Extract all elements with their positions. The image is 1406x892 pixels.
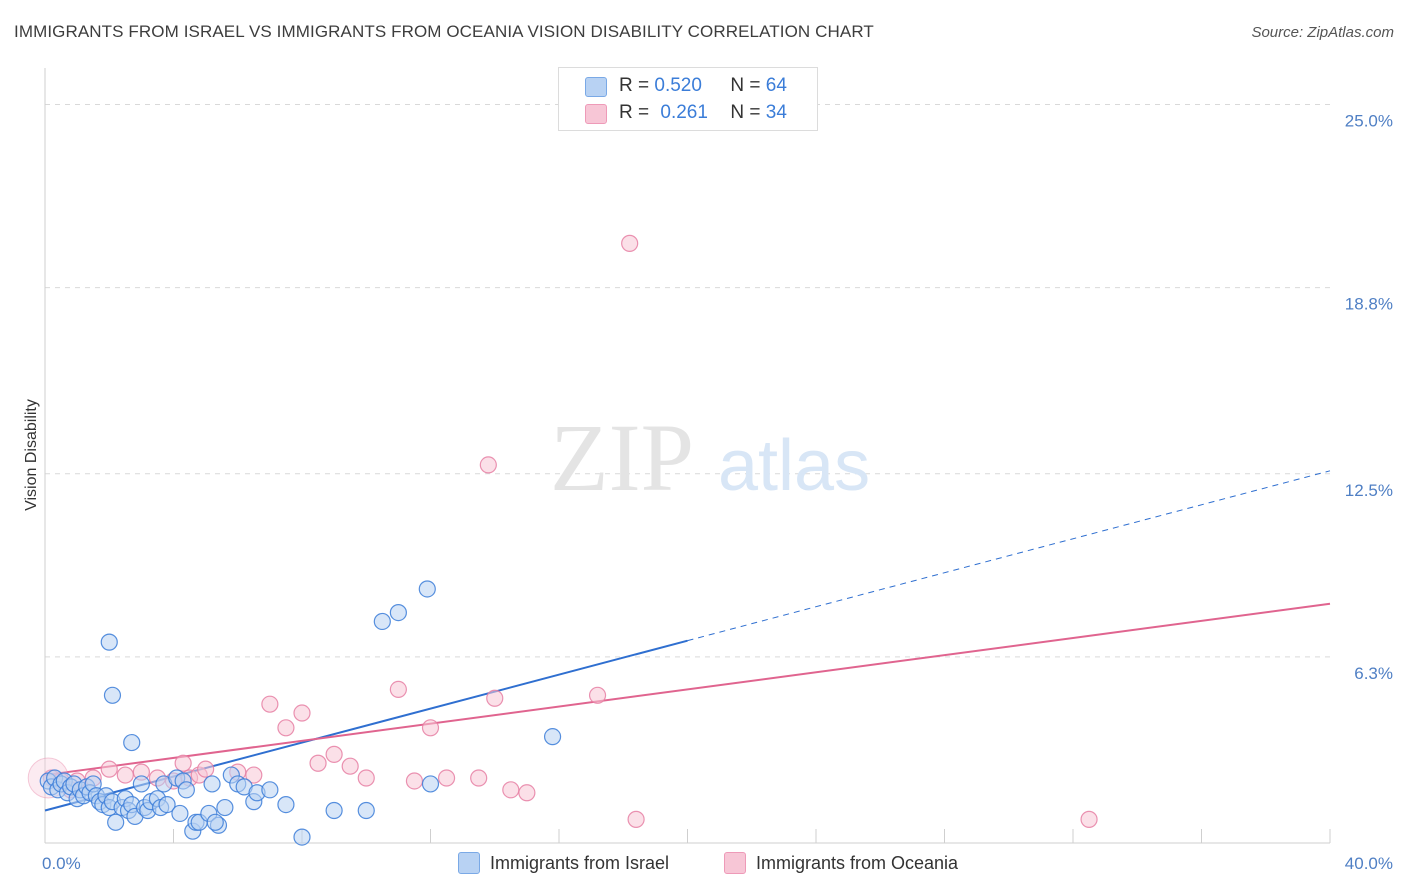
oceania-point (502, 781, 520, 799)
y-tick-label: 6.3% (1354, 664, 1393, 683)
israel-point (421, 775, 440, 793)
trend-line-oceania (44, 602, 1331, 777)
israel-legend-swatch (458, 852, 480, 874)
oceania-point (437, 769, 456, 787)
israel-point (171, 804, 189, 823)
israel-point (216, 798, 234, 817)
israel-point (177, 781, 195, 799)
x-tick-labels: 0.0% 40.0% (42, 854, 1393, 873)
israel-point (107, 813, 125, 831)
israel-point (389, 603, 407, 622)
oceania-point (197, 760, 215, 778)
oceania-point (518, 784, 536, 802)
israel-point (100, 633, 118, 651)
oceania-points (27, 234, 1098, 828)
oceania-r-value: 0.261 (660, 102, 708, 123)
oceania-point (621, 234, 639, 252)
israel-point (373, 612, 391, 631)
y-axis-label: Vision Disability (23, 399, 40, 511)
correlation-legend: R = 0.520 N = 64 R = 0.261 N = 34 (558, 67, 818, 131)
chart-title: IMMIGRANTS FROM ISRAEL VS IMMIGRANTS FRO… (14, 22, 874, 41)
israel-r-value: 0.520 (654, 75, 702, 96)
israel-point (123, 733, 141, 752)
y-tick-label: 18.8% (1345, 295, 1393, 314)
oceania-n-label: N = (730, 102, 761, 123)
israel-point (132, 775, 150, 793)
oceania-swatch (585, 104, 607, 124)
israel-r-label: R = (619, 75, 650, 96)
legend-item-israel: Immigrants from Israel (458, 852, 669, 874)
oceania-point (261, 695, 279, 713)
oceania-point (325, 745, 343, 763)
oceania-point (1080, 810, 1098, 828)
israel-legend-row: R = 0.520 N = 64 (619, 75, 787, 97)
oceania-point (470, 769, 488, 787)
y-tick-label: 12.5% (1345, 481, 1393, 500)
israel-legend-label: Immigrants from Israel (490, 852, 670, 873)
oceania-legend-row: R = 0.261 N = 34 (619, 102, 787, 124)
oceania-point (309, 754, 327, 772)
oceania-point (421, 719, 440, 737)
israel-point (277, 795, 295, 814)
israel-point (418, 580, 436, 598)
trend-line-israel-extension (687, 470, 1331, 642)
oceania-legend-swatch (724, 852, 746, 874)
oceania-point (389, 680, 407, 699)
israel-point (103, 686, 122, 704)
israel-point (325, 801, 343, 820)
grid-lines (45, 104, 1330, 658)
israel-point (543, 728, 562, 746)
israel-point (261, 781, 279, 799)
israel-point (203, 775, 221, 793)
oceania-point (627, 810, 645, 828)
oceania-point (357, 769, 375, 787)
israel-n-value: 64 (765, 75, 787, 96)
x-tick-label: 0.0% (42, 854, 81, 873)
oceania-point (277, 719, 295, 737)
oceania-point (341, 757, 359, 775)
oceania-legend-label: Immigrants from Oceania (756, 852, 959, 873)
trend-lines (44, 470, 1331, 812)
y-tick-label: 25.0% (1345, 112, 1393, 131)
watermark-zip: ZIP (550, 404, 694, 511)
israel-n-label: N = (730, 75, 761, 96)
x-tick-label: 40.0% (1345, 854, 1393, 873)
oceania-r-label: R = (619, 102, 650, 123)
israel-point (206, 813, 224, 831)
source-label: Source: ZipAtlas.com (1251, 24, 1394, 41)
oceania-point (245, 766, 263, 784)
israel-point (293, 828, 311, 846)
oceania-point (174, 754, 192, 772)
oceania-point (293, 704, 311, 722)
watermark-atlas: atlas (718, 426, 870, 506)
oceania-point (479, 456, 497, 474)
oceania-point (486, 689, 504, 707)
oceania-point (100, 760, 118, 778)
y-tick-labels: 6.3% 12.5% 18.8% 25.0% (1345, 112, 1393, 683)
oceania-point (405, 772, 424, 790)
legend-item-oceania: Immigrants from Oceania (724, 852, 958, 874)
oceania-n-value: 34 (765, 102, 787, 123)
oceania-point (588, 686, 607, 704)
israel-points (39, 580, 562, 846)
axes (44, 68, 1331, 844)
israel-point (357, 801, 375, 820)
oceania-point (116, 766, 134, 784)
israel-point (158, 795, 176, 814)
israel-swatch (585, 77, 607, 97)
